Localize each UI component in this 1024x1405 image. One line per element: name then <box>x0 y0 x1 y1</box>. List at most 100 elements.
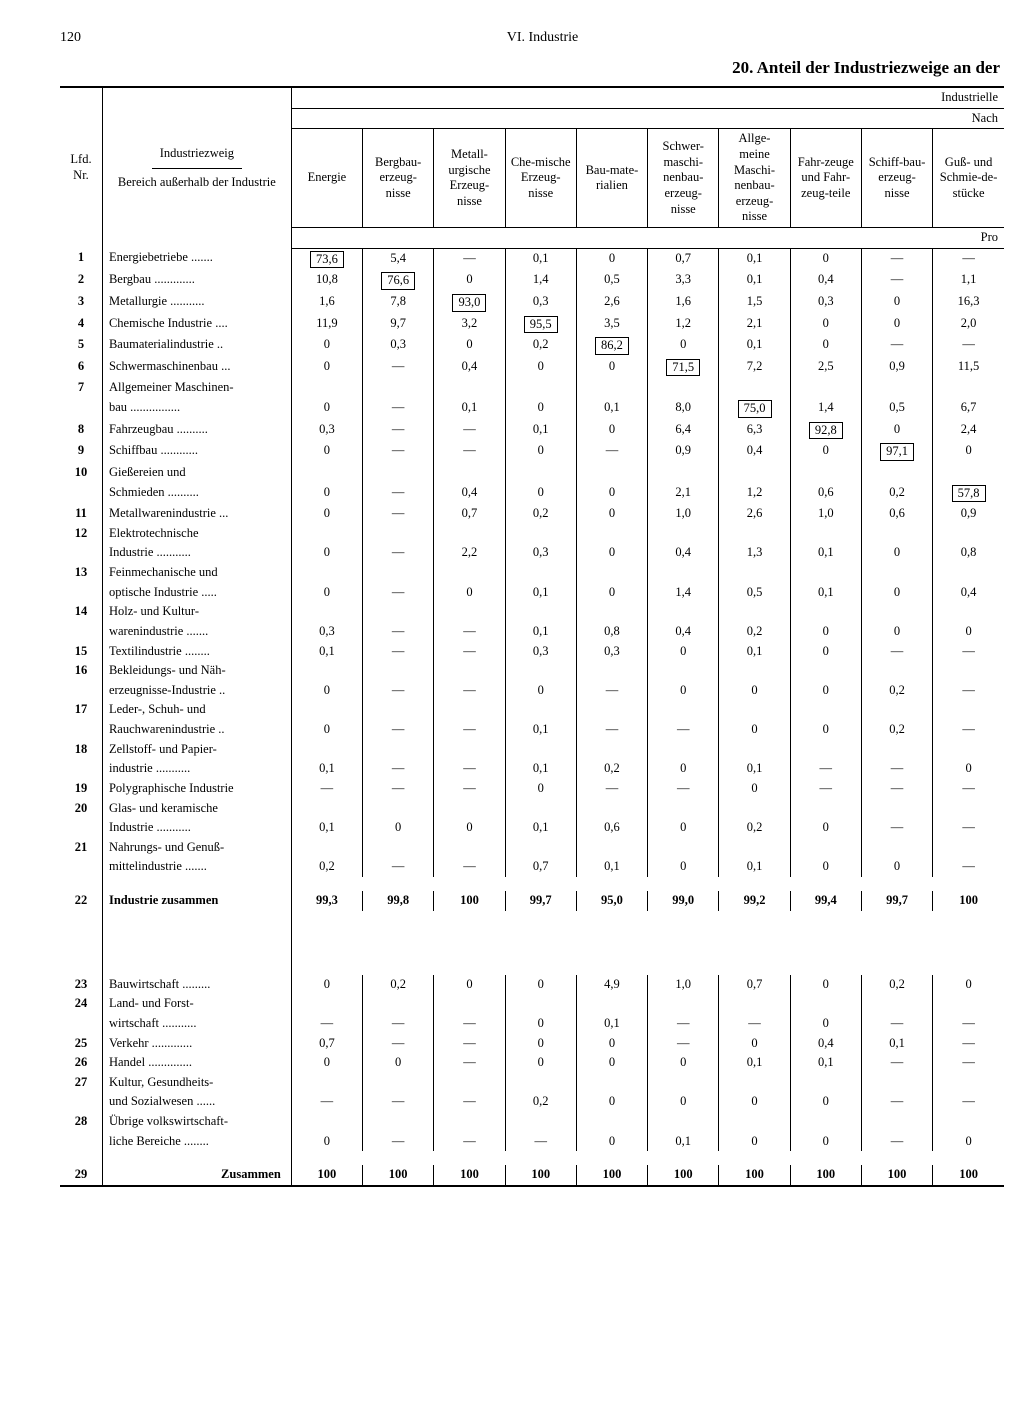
hdr-industriezweig: Industriezweig Bereich außerhalb der Ind… <box>102 87 291 248</box>
table-cell <box>434 799 505 819</box>
table-cell: 0 <box>861 622 932 642</box>
table-row: wirtschaft ...........———00,1——0—— <box>60 1014 1004 1034</box>
table-row: 8Fahrzeugbau ..........0,3——0,106,46,392… <box>60 420 1004 442</box>
table-cell: 0 <box>434 975 505 995</box>
table-cell: 0,6 <box>790 483 861 505</box>
table-cell: 0 <box>576 357 647 379</box>
table-cell: — <box>363 1014 434 1034</box>
table-cell <box>434 524 505 544</box>
table-cell <box>291 700 362 720</box>
table-cell: 2,0 <box>933 314 1004 336</box>
table-cell <box>648 563 719 583</box>
table-cell: 0,6 <box>861 504 932 524</box>
table-cell <box>861 524 932 544</box>
row-nr: 2 <box>60 270 102 292</box>
row-name: Schmieden .......... <box>102 483 291 505</box>
table-cell: — <box>933 1034 1004 1054</box>
row-name: wirtschaft ........... <box>102 1014 291 1034</box>
table-cell: 99,4 <box>790 891 861 911</box>
table-cell: — <box>363 857 434 877</box>
table-cell: 57,8 <box>933 483 1004 505</box>
table-cell: 0 <box>790 681 861 701</box>
table-cell <box>861 1073 932 1093</box>
table-cell: 0,1 <box>790 583 861 603</box>
table-cell <box>434 563 505 583</box>
table-cell <box>363 700 434 720</box>
table-cell: 0,1 <box>505 720 576 740</box>
table-cell <box>505 838 576 858</box>
table-cell <box>363 563 434 583</box>
table-cell <box>505 994 576 1014</box>
table-cell: 2,1 <box>719 314 790 336</box>
table-cell: 2,6 <box>576 292 647 314</box>
table-cell: 0,2 <box>861 720 932 740</box>
table-cell: — <box>434 1034 505 1054</box>
table-cell: — <box>933 1053 1004 1073</box>
row-name: liche Bereiche ........ <box>102 1132 291 1152</box>
table-cell <box>933 1112 1004 1132</box>
table-cell: — <box>434 248 505 270</box>
table-cell: 0,1 <box>505 583 576 603</box>
row-name: Handel .............. <box>102 1053 291 1073</box>
row-nr <box>60 818 102 838</box>
table-cell <box>719 1073 790 1093</box>
table-cell: 0 <box>576 1132 647 1152</box>
row-nr: 3 <box>60 292 102 314</box>
table-cell <box>648 740 719 760</box>
table-cell: 0 <box>291 720 362 740</box>
table-cell: 0,1 <box>719 642 790 662</box>
table-cell <box>505 700 576 720</box>
table-cell <box>790 994 861 1014</box>
table-cell: — <box>933 248 1004 270</box>
table-cell <box>363 740 434 760</box>
hdr-pro: Pro <box>291 228 1004 249</box>
row-nr: 6 <box>60 357 102 379</box>
table-cell: 0 <box>291 1053 362 1073</box>
table-cell: 0 <box>648 818 719 838</box>
table-cell: 0 <box>291 398 362 420</box>
hdr-c7: Allge-meine Maschi-nenbau-erzeug-nisse <box>719 129 790 228</box>
table-cell <box>576 994 647 1014</box>
table-cell: 100 <box>861 1165 932 1186</box>
table-cell <box>505 1073 576 1093</box>
row-nr: 16 <box>60 661 102 681</box>
table-cell <box>363 378 434 398</box>
table-cell: 0,2 <box>719 818 790 838</box>
table-cell: 0 <box>434 818 505 838</box>
table-cell <box>861 799 932 819</box>
table-row: 20Glas- und keramische <box>60 799 1004 819</box>
table-cell: 0 <box>505 1014 576 1034</box>
table-cell <box>933 463 1004 483</box>
row-nr: 24 <box>60 994 102 1014</box>
table-cell: 95,0 <box>576 891 647 911</box>
table-cell: 0,1 <box>790 543 861 563</box>
table-cell: — <box>861 759 932 779</box>
table-cell: 0 <box>719 681 790 701</box>
table-cell: — <box>363 1132 434 1152</box>
table-row: liche Bereiche ........0———00,100—0 <box>60 1132 1004 1152</box>
table-cell <box>434 740 505 760</box>
table-cell: 6,7 <box>933 398 1004 420</box>
table-cell: 0,8 <box>933 543 1004 563</box>
table-cell: — <box>933 681 1004 701</box>
table-cell: 1,4 <box>505 270 576 292</box>
table-cell: 0,3 <box>505 543 576 563</box>
table-cell <box>648 1073 719 1093</box>
table-cell: 100 <box>434 1165 505 1186</box>
row-name: Fahrzeugbau .......... <box>102 420 291 442</box>
table-cell: 0,8 <box>576 622 647 642</box>
table-cell: 0,2 <box>363 975 434 995</box>
table-cell <box>648 838 719 858</box>
table-cell <box>790 700 861 720</box>
row-nr <box>60 483 102 505</box>
table-cell <box>790 661 861 681</box>
table-cell: 0,2 <box>719 622 790 642</box>
table-cell <box>933 524 1004 544</box>
table-cell: — <box>434 779 505 799</box>
table-cell: 97,1 <box>861 441 932 463</box>
row-name: Baumaterialindustrie .. <box>102 335 291 357</box>
table-cell: 99,3 <box>291 891 362 911</box>
row-name: Glas- und keramische <box>102 799 291 819</box>
table-cell <box>861 838 932 858</box>
table-cell: 100 <box>505 1165 576 1186</box>
